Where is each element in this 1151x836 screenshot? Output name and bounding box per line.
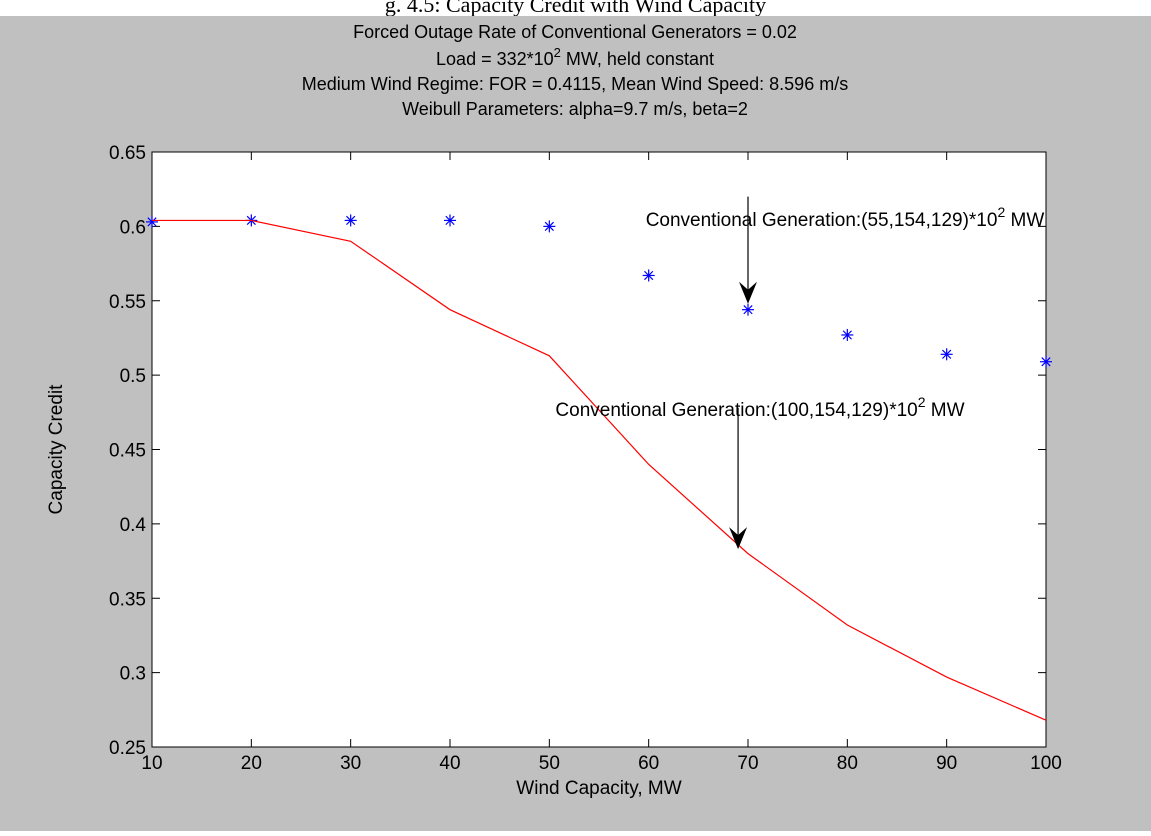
x-tick-label: 70 <box>737 753 758 774</box>
x-axis-label: Wind Capacity, MW <box>516 778 681 799</box>
data-point-star <box>146 215 158 228</box>
x-tick-label: 40 <box>439 753 460 774</box>
x-tick-label: 90 <box>936 753 957 774</box>
data-point-star <box>1040 355 1052 368</box>
star-stroke <box>346 215 356 226</box>
figure-caption: g. 4.5: Capacity Credit with Wind Capaci… <box>384 0 767 17</box>
star-stroke <box>842 330 852 340</box>
x-tick-label: 20 <box>241 753 262 774</box>
y-axis-label: Capacity Credit <box>46 384 67 515</box>
data-point-star <box>344 214 357 227</box>
annotation-label: Conventional Generation:(100,154,129)*10… <box>555 394 964 421</box>
title-line-1: Forced Outage Rate of Conventional Gener… <box>353 22 797 42</box>
data-point-star <box>543 220 556 233</box>
annotation-layer: Conventional Generation:(55,154,129)*102… <box>555 196 1045 550</box>
axes-ticks: 10 20 30 40 50 60 70 80 90 100 0.25 0.3 0.35 0.4 0.45 0… <box>109 143 1062 774</box>
star-stroke <box>445 215 455 226</box>
data-point-star <box>444 214 456 227</box>
data-point-star <box>841 328 854 341</box>
annotation-text: Conventional Generation:(100,154,129)*10 <box>555 400 917 421</box>
title-line-4: Weibull Parameters: alpha=9.7 m/s, beta=… <box>402 99 748 119</box>
y-tick-label: 0.6 <box>120 217 146 238</box>
annotation-sup: 2 <box>997 204 1005 220</box>
x-tick-label: 80 <box>837 753 858 774</box>
x-tick-label: 100 <box>1030 753 1062 774</box>
y-tick-label: 0.35 <box>109 589 146 610</box>
y-tick-label: 0.45 <box>109 441 146 462</box>
title-load-tail: MW, held constant <box>561 49 714 69</box>
series-line-red <box>152 219 1047 721</box>
title-line-2: Load = 332*102 MW, held constant <box>436 45 714 69</box>
y-tick-label: 0.25 <box>109 738 146 759</box>
capacity-credit-chart: Forced Outage Rate of Conventional Gener… <box>46 22 1062 799</box>
annotation-arrow-head <box>739 281 757 304</box>
star-stroke <box>147 217 157 227</box>
annotation-tail: MW <box>926 400 965 421</box>
annotation-arrow-head <box>729 527 748 550</box>
x-tick-label: 10 <box>141 753 162 774</box>
figure-window: Forced Outage Rate of Conventional Gener… <box>0 16 1151 831</box>
plot-area <box>151 151 1047 748</box>
title-line-3: Medium Wind Regime: FOR = 0.4115, Mean W… <box>302 74 848 94</box>
annotation-tail: MW <box>1005 210 1044 231</box>
star-stroke <box>942 349 952 359</box>
y-tick-label: 0.3 <box>120 664 146 685</box>
x-tick-label: 50 <box>539 753 560 774</box>
star-stroke <box>1041 357 1051 367</box>
star-stroke <box>743 305 753 315</box>
data-point-star <box>642 269 655 282</box>
annotation-sup: 2 <box>918 394 926 410</box>
star-stroke <box>544 221 554 231</box>
title-load-text: Load = 332*10 <box>436 49 554 69</box>
series-layer <box>146 214 1052 721</box>
data-point-star <box>742 303 754 316</box>
x-tick-label: 60 <box>638 753 659 774</box>
y-tick-label: 0.5 <box>120 366 146 387</box>
y-tick-label: 0.55 <box>109 292 146 313</box>
y-tick-label: 0.65 <box>109 143 146 164</box>
data-point-star <box>940 348 953 361</box>
annotation-label: Conventional Generation:(55,154,129)*102… <box>646 204 1045 231</box>
annotation-text: Conventional Generation:(55,154,129)*10 <box>646 210 998 231</box>
star-stroke <box>644 270 654 281</box>
x-tick-label: 30 <box>340 753 361 774</box>
y-tick-label: 0.4 <box>120 515 147 536</box>
chart-title: Forced Outage Rate of Conventional Gener… <box>302 22 848 119</box>
title-load-sup: 2 <box>554 45 561 60</box>
